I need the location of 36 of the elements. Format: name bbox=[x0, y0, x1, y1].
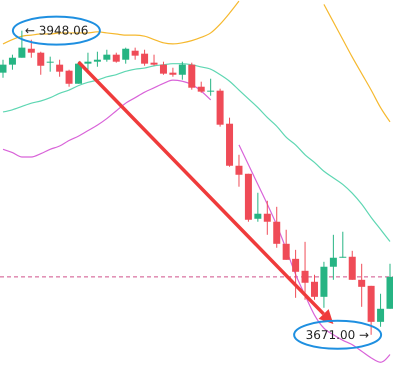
candlestick bbox=[358, 263, 366, 308]
candlestick bbox=[112, 52, 120, 64]
candlestick bbox=[75, 61, 82, 84]
candlestick bbox=[282, 229, 290, 260]
candlestick bbox=[169, 67, 176, 78]
candlestick bbox=[141, 49, 148, 66]
candlestick bbox=[28, 39, 35, 58]
candlestick bbox=[66, 69, 73, 88]
candlestick bbox=[132, 47, 139, 60]
candlestick bbox=[160, 61, 167, 76]
candlestick bbox=[56, 59, 64, 78]
candlestick bbox=[150, 54, 158, 66]
candlestick bbox=[310, 274, 318, 300]
candlestick bbox=[273, 206, 280, 248]
candlestick bbox=[103, 49, 110, 62]
candlestick bbox=[348, 250, 356, 280]
candlestick bbox=[188, 62, 196, 90]
candlestick bbox=[122, 47, 130, 64]
candlestick bbox=[302, 241, 309, 300]
candlestick bbox=[37, 51, 44, 76]
candlestick bbox=[330, 234, 337, 280]
candlestick bbox=[377, 293, 384, 328]
candlestick bbox=[18, 30, 26, 58]
candlestick bbox=[0, 59, 6, 78]
candlestick bbox=[94, 51, 101, 68]
candlestick bbox=[198, 81, 205, 94]
candlestick bbox=[207, 78, 214, 96]
candlestick bbox=[8, 54, 16, 70]
candlestick bbox=[264, 200, 271, 236]
candlestick bbox=[178, 61, 186, 80]
candlestick bbox=[46, 56, 54, 72]
candlestick bbox=[235, 154, 242, 188]
candlestick bbox=[254, 192, 262, 222]
candlestick bbox=[292, 249, 300, 298]
candlestick bbox=[84, 52, 92, 70]
candlestick bbox=[339, 231, 346, 258]
